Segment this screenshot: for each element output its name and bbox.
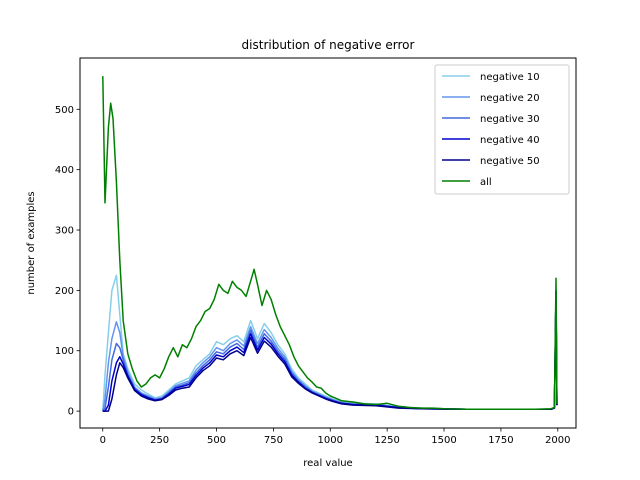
- x-tick-label: 0: [100, 435, 106, 446]
- legend: negative 10 negative 20 negative 30 negativ…: [434, 64, 570, 195]
- x-axis-ticks: 0 250 500 750 1000 1250 1500 1750 2000: [100, 428, 571, 446]
- y-tick-label: 500: [55, 105, 74, 116]
- x-tick-label: 750: [264, 435, 283, 446]
- y-tick-label: 400: [55, 165, 74, 176]
- x-tick-label: 1250: [374, 435, 399, 446]
- legend-label-all: all: [480, 177, 492, 188]
- x-tick-label: 500: [207, 435, 226, 446]
- x-axis-label: real value: [303, 458, 352, 469]
- axes-frame: [79, 57, 577, 429]
- x-tick-label: 250: [150, 435, 169, 446]
- y-tick-label: 200: [55, 286, 74, 297]
- x-tick-label: 1500: [431, 435, 456, 446]
- y-axis-label: number of examples: [26, 191, 37, 294]
- legend-label-negative-10: negative 10: [480, 72, 540, 83]
- series-line-all: [102, 76, 558, 411]
- legend-label-negative-50: negative 50: [480, 156, 540, 167]
- series-line-negative-50: [102, 289, 558, 412]
- x-tick-label: 2000: [545, 435, 570, 446]
- x-tick-label: 1750: [488, 435, 513, 446]
- x-tick-label: 1000: [318, 435, 343, 446]
- y-tick-label: 0: [68, 407, 74, 418]
- chart-title: distribution of negative error: [242, 38, 415, 52]
- y-axis-ticks: 0 100 200 300 400 500: [55, 105, 80, 418]
- legend-label-negative-20: negative 20: [480, 93, 540, 104]
- legend-label-negative-40: negative 40: [480, 135, 540, 146]
- legend-label-negative-30: negative 30: [480, 114, 540, 125]
- y-tick-label: 300: [55, 226, 74, 237]
- plot-lines: [102, 76, 558, 412]
- legend-frame: [434, 64, 570, 195]
- legend-items: negative 10 negative 20 negative 30 negativ…: [442, 72, 540, 188]
- y-tick-label: 100: [55, 346, 74, 357]
